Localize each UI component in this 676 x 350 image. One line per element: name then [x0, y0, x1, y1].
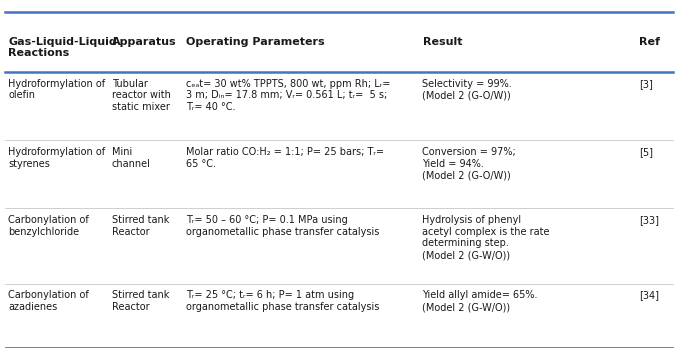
Text: Conversion = 97%;
Yield = 94%.
(Model 2 (G-O/W)): Conversion = 97%; Yield = 94%. (Model 2 …	[422, 147, 516, 180]
Text: Hydrolysis of phenyl
acetyl complex is the rate
determining step.
(Model 2 (G-W/: Hydrolysis of phenyl acetyl complex is t…	[422, 215, 550, 260]
Text: Tᵣ= 25 °C; tᵣ= 6 h; P= 1 atm using
organometallic phase transfer catalysis: Tᵣ= 25 °C; tᵣ= 6 h; P= 1 atm using organ…	[186, 290, 379, 312]
Text: cₑₐt= 30 wt% TPPTS, 800 wt, ppm Rh; Lᵣ=
3 m; Dᵢₙ= 17.8 mm; Vᵣ= 0.561 L; tᵣ=  5 s: cₑₐt= 30 wt% TPPTS, 800 wt, ppm Rh; Lᵣ= …	[186, 79, 390, 112]
Text: Molar ratio CO:H₂ = 1:1; P= 25 bars; Tᵣ=
65 °C.: Molar ratio CO:H₂ = 1:1; P= 25 bars; Tᵣ=…	[186, 147, 384, 169]
Text: Ref: Ref	[639, 37, 660, 47]
Text: Tᵣ= 50 – 60 °C; P= 0.1 MPa using
organometallic phase transfer catalysis: Tᵣ= 50 – 60 °C; P= 0.1 MPa using organom…	[186, 215, 379, 237]
Text: Tubular
reactor with
static mixer: Tubular reactor with static mixer	[112, 79, 170, 112]
Text: [5]: [5]	[639, 147, 653, 157]
Text: Stirred tank
Reactor: Stirred tank Reactor	[112, 215, 169, 237]
Text: [3]: [3]	[639, 79, 653, 89]
Text: Carbonylation of
benzylchloride: Carbonylation of benzylchloride	[8, 215, 89, 237]
Text: Gas-Liquid-Liquid
Reactions: Gas-Liquid-Liquid Reactions	[8, 37, 117, 58]
Text: Stirred tank
Reactor: Stirred tank Reactor	[112, 290, 169, 312]
Text: Carbonylation of
azadienes: Carbonylation of azadienes	[8, 290, 89, 312]
Text: Apparatus: Apparatus	[112, 37, 176, 47]
Text: Hydroformylation of
olefin: Hydroformylation of olefin	[8, 79, 105, 100]
Text: Yield allyl amide= 65%.
(Model 2 (G-W/O)): Yield allyl amide= 65%. (Model 2 (G-W/O)…	[422, 290, 538, 312]
Text: Operating Parameters: Operating Parameters	[186, 37, 324, 47]
Text: [34]: [34]	[639, 290, 659, 301]
Text: Mini
channel: Mini channel	[112, 147, 151, 169]
Text: Selectivity = 99%.
(Model 2 (G-O/W)): Selectivity = 99%. (Model 2 (G-O/W))	[422, 79, 512, 100]
Text: [33]: [33]	[639, 215, 659, 225]
Text: Result: Result	[422, 37, 462, 47]
Text: Hydroformylation of
styrenes: Hydroformylation of styrenes	[8, 147, 105, 169]
